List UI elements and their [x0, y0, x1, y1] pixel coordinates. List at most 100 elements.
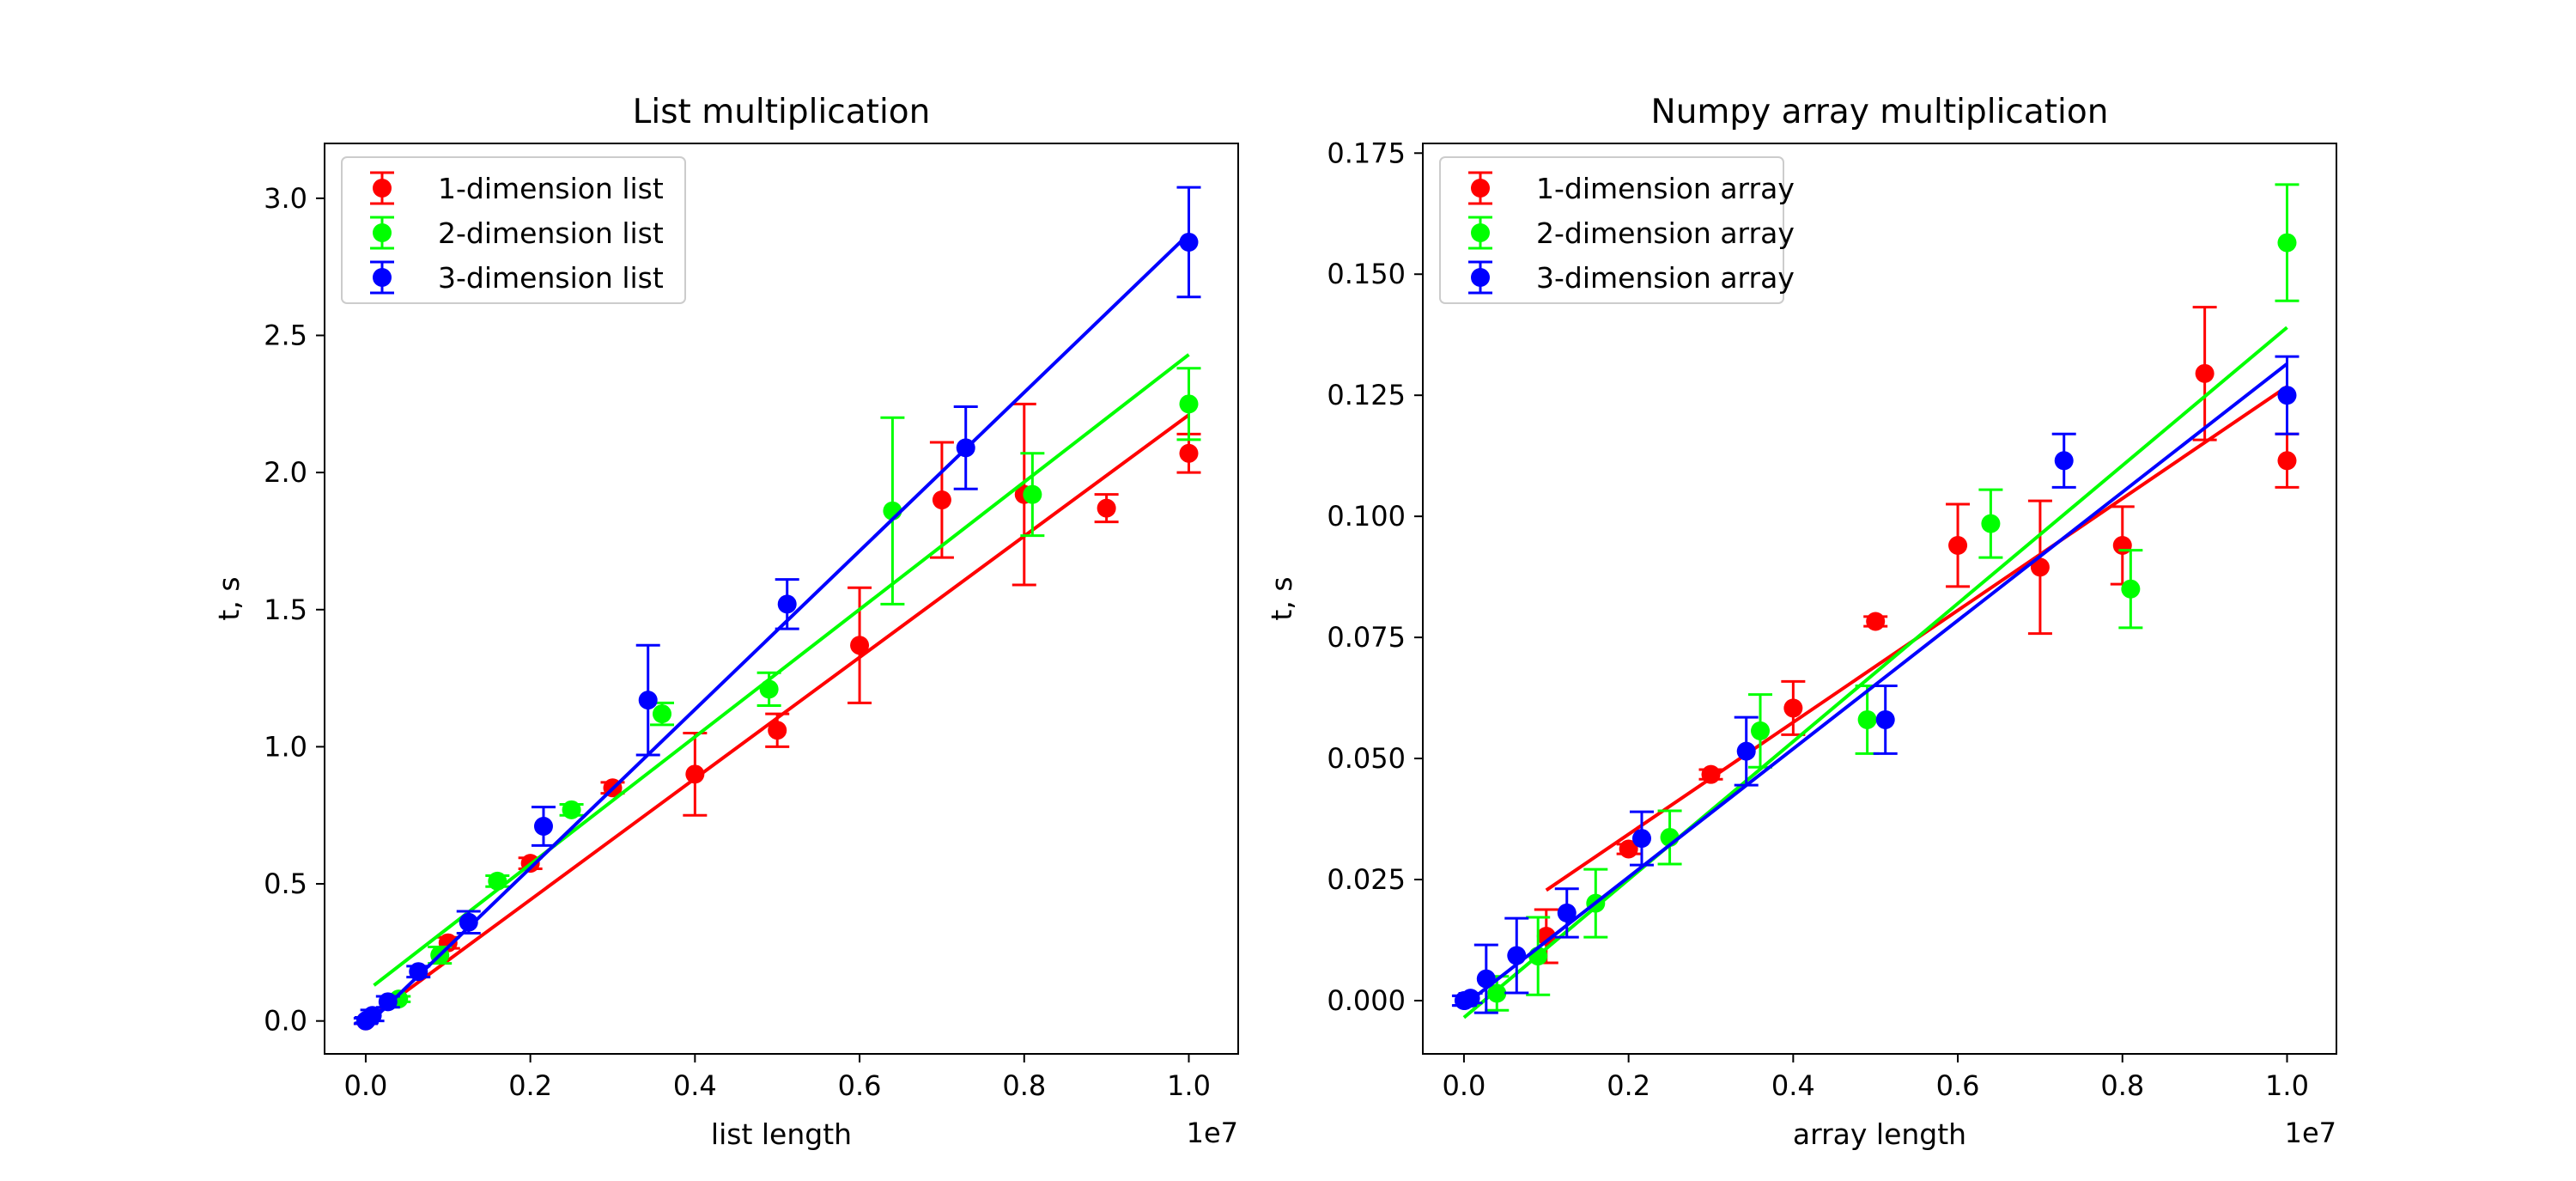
y-tick-label: 0.050 — [1327, 742, 1406, 775]
legend-label: 2-dimension array — [1536, 216, 1795, 250]
data-point — [1097, 498, 1116, 518]
plot-area: 0.0 0.2 0.4 0.6 0.8 1.0 0.0 0.5 1.0 1.5 2.0 2.5 3.0 — [264, 182, 1211, 1102]
fit-line — [373, 353, 1190, 987]
x-axis-label: array length — [1793, 1117, 1966, 1151]
data-point — [1557, 903, 1577, 922]
y-axis-label: t, s — [1265, 576, 1298, 620]
x-tick-label: 1.0 — [2265, 1069, 2309, 1102]
fit-line — [364, 232, 1190, 1028]
x-tick-label: 0.0 — [1442, 1069, 1485, 1102]
x-tick-label: 0.2 — [1607, 1069, 1650, 1102]
data-point — [1866, 612, 1886, 631]
data-point — [1023, 484, 1042, 504]
y-tick-label: 0.100 — [1327, 500, 1406, 533]
legend-item: 1-dimension list — [370, 171, 664, 205]
y-tick-label: 0.0 — [264, 1005, 307, 1038]
data-point — [759, 679, 779, 699]
x-tick-label: 0.0 — [343, 1069, 387, 1102]
legend-marker — [373, 268, 392, 287]
data-point — [1783, 698, 1803, 718]
data-point — [1487, 983, 1507, 1003]
data-point — [2195, 363, 2215, 383]
legend-item: 2-dimension array — [1468, 216, 1795, 250]
legend-marker — [1471, 268, 1490, 287]
data-point — [1536, 926, 1556, 946]
chart-title: Numpy array multiplication — [1651, 93, 2109, 131]
data-point — [533, 817, 553, 836]
legend: 1-dimension array 2-dimension array 3-dime… — [1439, 156, 1795, 304]
y-tick-label: 0.175 — [1327, 137, 1406, 169]
x-tick-label: 1.0 — [1167, 1069, 1211, 1102]
legend-label: 1-dimension list — [438, 172, 664, 205]
y-tick-label: 1.5 — [264, 594, 307, 626]
data-point — [653, 704, 672, 724]
data-point — [1981, 514, 2001, 533]
data-point — [1631, 829, 1651, 849]
y-tick-label: 0.075 — [1327, 621, 1406, 654]
y-tick-label: 0.025 — [1327, 863, 1406, 896]
series-2 — [1462, 183, 2300, 1020]
data-point — [1751, 721, 1771, 740]
data-point — [488, 871, 507, 891]
data-point — [956, 438, 975, 458]
y-tick-label: 0.000 — [1327, 984, 1406, 1017]
x-axis-label: list length — [711, 1117, 852, 1151]
y-axis-label: t, s — [212, 576, 246, 620]
data-point — [1948, 535, 1968, 555]
chart-numpy-array-multiplication: Numpy array multiplication 0.0 0.2 0.4 0.6 0… — [1265, 93, 2337, 1151]
x-tick-label: 0.4 — [673, 1069, 717, 1102]
legend-marker — [1471, 223, 1490, 242]
y-tick-label: 1.0 — [264, 730, 307, 763]
y-tick-label: 0.125 — [1327, 379, 1406, 411]
data-point — [1701, 764, 1721, 784]
data-point — [685, 764, 705, 784]
legend-label: 1-dimension array — [1536, 172, 1795, 205]
y-tick-label: 2.5 — [264, 319, 307, 351]
data-point — [378, 992, 398, 1012]
x-tick-label: 0.4 — [1771, 1069, 1815, 1102]
series-3 — [353, 186, 1201, 1031]
data-point — [1179, 232, 1199, 252]
chart-title: List multiplication — [633, 93, 931, 131]
data-point — [638, 691, 658, 710]
legend-item: 3-dimension list — [370, 260, 664, 295]
legend-label: 3-dimension list — [438, 261, 664, 295]
data-point — [1179, 394, 1199, 414]
data-point — [932, 490, 951, 510]
legend-label: 3-dimension array — [1536, 261, 1795, 295]
data-point — [2277, 451, 2297, 471]
y-tick-label: 0.150 — [1327, 258, 1406, 290]
legend: 1-dimension list 2-dimension list 3-dimens… — [341, 156, 686, 304]
data-point — [777, 594, 797, 614]
data-point — [2121, 579, 2141, 599]
data-point — [459, 912, 478, 932]
legend-box — [1439, 156, 1784, 304]
chart-list-multiplication: List multiplication 0.0 0.2 0.4 0.6 0.8 1.00.… — [212, 93, 1239, 1151]
legend-item: 3-dimension array — [1468, 260, 1795, 295]
x-offset-label: 1e7 — [2285, 1117, 2336, 1149]
legend-marker — [1471, 179, 1490, 198]
data-point — [2277, 386, 2297, 405]
data-point — [1857, 709, 1877, 729]
data-point — [2112, 535, 2132, 555]
data-point — [850, 636, 870, 655]
x-tick-label: 0.6 — [1936, 1069, 1980, 1102]
data-point — [1461, 989, 1480, 1008]
legend-box — [341, 156, 686, 304]
data-point — [409, 962, 428, 982]
axes-frame — [324, 143, 1239, 1055]
x-tick-label: 0.2 — [508, 1069, 552, 1102]
data-point — [562, 800, 581, 819]
data-point — [1179, 443, 1199, 463]
series-3 — [1451, 355, 2300, 1014]
x-tick-label: 0.8 — [2100, 1069, 2144, 1102]
data-point — [2277, 233, 2297, 253]
data-point — [1507, 946, 1527, 965]
legend-marker — [373, 179, 392, 198]
data-point — [1875, 709, 1895, 729]
data-point — [1736, 741, 1756, 761]
y-tick-label: 3.0 — [264, 182, 307, 215]
plot-area: 0.0 0.2 0.4 0.6 0.8 1.0 0.000 0.025 0.050 0.075 0.… — [1327, 137, 2309, 1102]
legend-marker — [373, 223, 392, 242]
